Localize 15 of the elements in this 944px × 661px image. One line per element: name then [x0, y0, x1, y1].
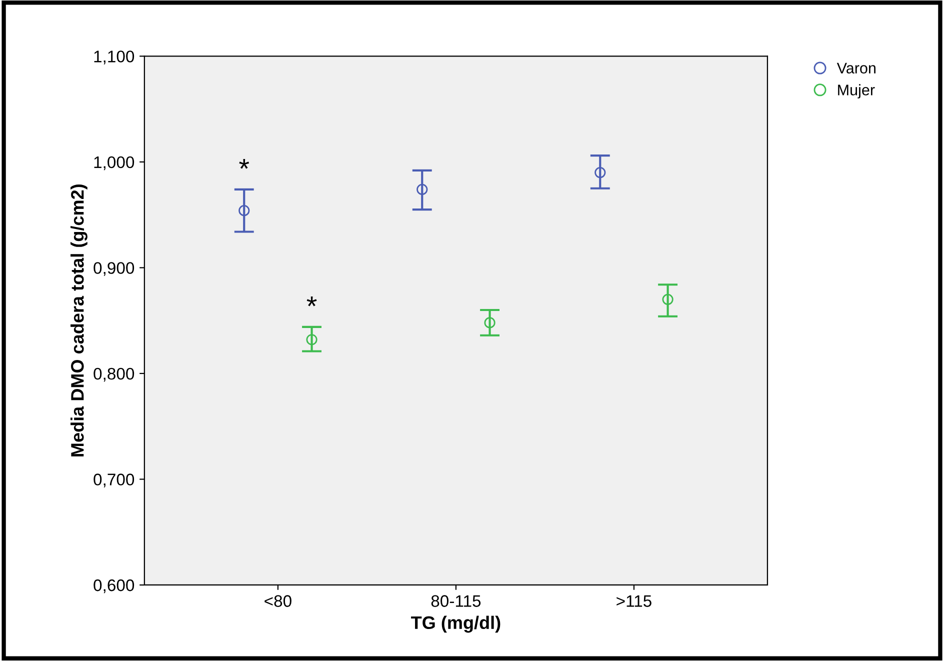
annotation: * — [306, 296, 317, 306]
y-tick-label: 0,600 — [94, 579, 134, 594]
legend-label: Mujer — [838, 84, 875, 98]
legend-label: Varon — [836, 62, 876, 74]
y-tick-label: 0,800 — [94, 368, 134, 382]
x-tick-label: <80 — [264, 595, 292, 607]
y-tick-label: 1,100 — [94, 50, 134, 64]
y-tick-label: 1,000 — [94, 156, 134, 170]
x-axis-title: TG (mg/dl) — [411, 616, 500, 633]
y-tick-label: 0,700 — [94, 474, 134, 488]
annotation: * — [239, 159, 250, 169]
y-axis-title: Media DMO cadera total (g/cm2) — [70, 184, 88, 456]
x-tick-label: 80-115 — [431, 595, 481, 607]
y-tick-label: 0,900 — [94, 262, 134, 276]
x-tick-label: >115 — [616, 595, 652, 607]
